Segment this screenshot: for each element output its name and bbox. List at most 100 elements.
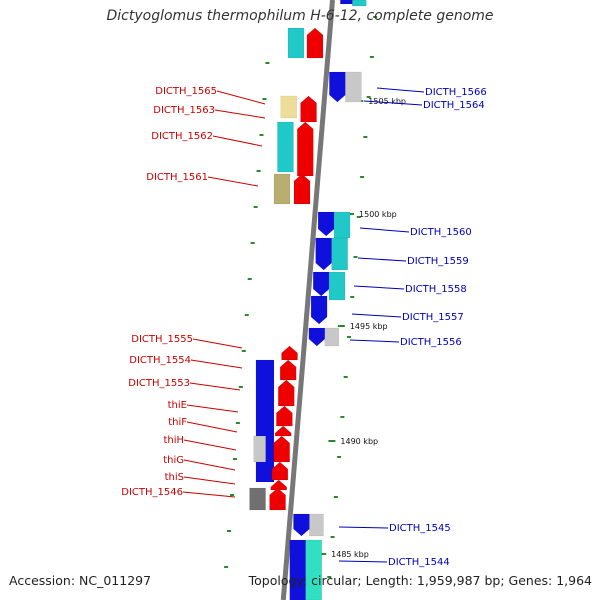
minor-tick bbox=[363, 136, 368, 138]
major-tick bbox=[347, 213, 355, 215]
genome-summary: Topology: circular; Length: 1,959,987 bp… bbox=[248, 573, 592, 588]
leader-line bbox=[216, 90, 266, 105]
genome-backbone bbox=[280, 0, 335, 600]
leader-line bbox=[183, 476, 236, 485]
gene-block bbox=[289, 539, 307, 600]
gene-block bbox=[345, 71, 362, 103]
kbp-label: 1485 kbp bbox=[331, 550, 369, 559]
kbp-label: 1500 kbp bbox=[359, 210, 397, 219]
minor-tick bbox=[253, 206, 258, 208]
minor-tick bbox=[250, 242, 255, 244]
minor-tick bbox=[353, 256, 358, 258]
leader-line bbox=[351, 313, 402, 318]
gene-arrow-up bbox=[293, 173, 311, 205]
gene-block bbox=[352, 0, 367, 7]
gene-block bbox=[249, 487, 266, 511]
gene-label-left: thiG bbox=[163, 455, 184, 466]
minor-tick bbox=[343, 376, 348, 378]
gene-arrow-down bbox=[315, 237, 332, 271]
leader-line bbox=[376, 87, 425, 93]
gene-arrow-up bbox=[276, 405, 293, 427]
minor-tick bbox=[262, 98, 267, 100]
accession-label: Accession: NC_011297 bbox=[9, 573, 152, 588]
major-tick bbox=[328, 440, 336, 442]
leader-line bbox=[349, 339, 400, 343]
gene-label-right: DICTH_1557 bbox=[402, 312, 464, 323]
gene-arrow-down bbox=[293, 513, 310, 537]
kbp-label: 1495 kbp bbox=[350, 322, 388, 331]
gene-block bbox=[253, 435, 266, 463]
gene-block bbox=[328, 271, 346, 301]
gene-label-left: DICTH_1563 bbox=[153, 105, 215, 116]
leader-line bbox=[363, 100, 423, 106]
kbp-label: 1490 kbp bbox=[340, 437, 378, 446]
leader-line bbox=[183, 439, 237, 451]
gene-block bbox=[305, 539, 323, 600]
minor-tick bbox=[224, 566, 229, 568]
minor-tick bbox=[229, 494, 234, 496]
gene-arrow-up bbox=[270, 479, 287, 491]
minor-tick bbox=[259, 134, 264, 136]
gene-arrow-down bbox=[308, 327, 326, 347]
gene-label-right: DICTH_1559 bbox=[407, 256, 469, 267]
gene-label-left: DICTH_1546 bbox=[121, 487, 183, 498]
gene-block bbox=[340, 0, 353, 5]
minor-tick bbox=[227, 530, 232, 532]
gene-arrow-down bbox=[317, 211, 335, 237]
gene-label-right: DICTH_1558 bbox=[405, 284, 467, 295]
gene-arrow-up bbox=[297, 121, 314, 177]
minor-tick bbox=[247, 278, 252, 280]
leader-line bbox=[214, 109, 266, 119]
gene-block bbox=[273, 173, 291, 205]
gene-label-left: DICTH_1553 bbox=[128, 378, 190, 389]
gene-arrow-down bbox=[312, 271, 330, 297]
gene-label-left: DICTH_1561 bbox=[146, 172, 208, 183]
leader-line bbox=[186, 404, 239, 413]
leader-line bbox=[207, 176, 259, 187]
leader-line bbox=[359, 227, 410, 233]
minor-tick bbox=[265, 62, 270, 64]
gene-arrow-up bbox=[300, 95, 317, 123]
gene-arrow-up bbox=[279, 359, 297, 381]
gene-label-right: DICTH_1560 bbox=[410, 227, 472, 238]
gene-block bbox=[309, 513, 324, 537]
gene-label-left: thiH bbox=[163, 435, 184, 446]
gene-label-right: DICTH_1564 bbox=[423, 100, 485, 111]
minor-tick bbox=[350, 296, 355, 298]
gene-label-right: DICTH_1544 bbox=[388, 557, 450, 568]
minor-tick bbox=[327, 576, 332, 578]
gene-arrow-up bbox=[269, 487, 286, 511]
gene-label-right: DICTH_1556 bbox=[400, 337, 462, 348]
minor-tick bbox=[346, 336, 351, 338]
leader-line bbox=[338, 526, 389, 529]
leader-line bbox=[357, 257, 407, 262]
gene-block bbox=[324, 327, 340, 347]
minor-tick bbox=[356, 216, 361, 218]
minor-tick bbox=[232, 458, 237, 460]
leader-line bbox=[183, 459, 236, 471]
leader-line bbox=[186, 421, 238, 433]
gene-block bbox=[333, 211, 351, 239]
leader-line bbox=[190, 359, 243, 369]
gene-block bbox=[331, 237, 348, 271]
gene-label-left: DICTH_1562 bbox=[151, 131, 213, 142]
gene-label-left: thiF bbox=[168, 417, 187, 428]
leader-line bbox=[353, 285, 405, 290]
gene-arrow-down bbox=[329, 71, 346, 103]
gene-arrow-up bbox=[281, 345, 298, 361]
gene-label-left: DICTH_1555 bbox=[131, 334, 193, 345]
minor-tick bbox=[256, 170, 261, 172]
gene-arrow-up bbox=[306, 27, 324, 59]
leader-line bbox=[338, 560, 388, 563]
minor-tick bbox=[337, 456, 342, 458]
minor-tick bbox=[238, 386, 243, 388]
minor-tick bbox=[333, 496, 338, 498]
leader-line bbox=[212, 135, 263, 147]
map-title: Dictyoglomus thermophilum H-6-12, comple… bbox=[106, 8, 494, 24]
leader-line bbox=[182, 491, 236, 498]
gene-label-left: DICTH_1554 bbox=[129, 355, 191, 366]
gene-block bbox=[255, 359, 275, 483]
gene-label-right: DICTH_1545 bbox=[389, 523, 451, 534]
major-tick bbox=[337, 325, 345, 327]
